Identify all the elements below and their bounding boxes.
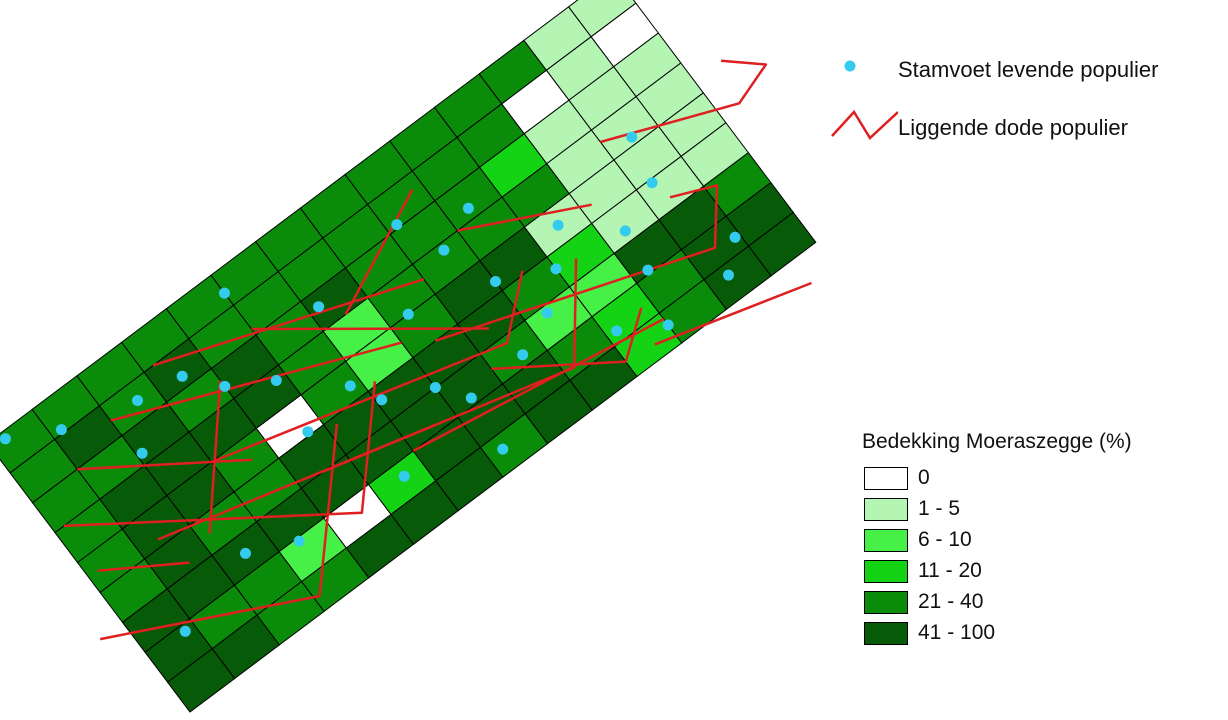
- living-poplar-point: [270, 375, 282, 386]
- living-poplar-point: [462, 202, 474, 214]
- symbol-legend: Stamvoet levende populier Liggende dode …: [828, 50, 1228, 160]
- living-poplar-point: [179, 625, 191, 637]
- dead-poplar-trunk: [251, 327, 490, 331]
- dead-poplar-trunk: [457, 203, 592, 232]
- living-poplar-point: [541, 307, 553, 319]
- living-poplar-point: [723, 269, 734, 281]
- cover-grid: [0, 0, 817, 713]
- cover-swatch: [864, 559, 908, 583]
- cover-class-4: 21 - 40: [864, 590, 983, 614]
- cover-class-3: 11 - 20: [864, 559, 982, 583]
- dead-poplar-trunk: [491, 307, 643, 371]
- cover-class-label: 21 - 40: [918, 590, 984, 613]
- dead-poplar-trunk: [97, 561, 190, 572]
- living-poplar-point: [219, 287, 230, 299]
- living-poplar-point: [402, 308, 414, 320]
- dead-poplar-trunk: [110, 341, 403, 422]
- dead-poplar-trunk: [63, 381, 377, 528]
- living-poplar-point: [552, 219, 564, 231]
- living-poplar-point: [438, 244, 450, 256]
- living-poplar-point: [611, 325, 623, 337]
- dead-poplar-trunk: [600, 59, 768, 144]
- cover-class-label: 1 - 5: [918, 497, 961, 520]
- grid-cell: [567, 0, 637, 38]
- living-poplar-point: [729, 231, 741, 243]
- living-poplar-point: [240, 547, 251, 559]
- dead-poplar-trunk: [208, 380, 222, 534]
- dead-poplar-trunk: [99, 423, 339, 641]
- living-poplar-point: [490, 276, 501, 287]
- cover-swatch: [864, 466, 908, 490]
- living-poplar-point: [619, 225, 631, 237]
- living-poplar-point: [497, 443, 509, 455]
- living-poplar-point: [465, 392, 477, 404]
- dead-poplar-trunk: [412, 317, 665, 453]
- living-poplar-point: [219, 380, 231, 392]
- cover-class-2: 6 - 10: [864, 528, 972, 552]
- cover-swatch: [864, 621, 908, 645]
- dead-poplar-trunk: [344, 188, 414, 316]
- dead-poplar-trunk: [654, 281, 812, 346]
- cover-class-label: 0: [918, 466, 930, 489]
- living-poplar-layer: [0, 131, 741, 637]
- living-poplar-label: Stamvoet levende populier: [898, 57, 1159, 82]
- cover-class-label: 6 - 10: [918, 528, 972, 551]
- living-poplar-point: [662, 319, 674, 331]
- cover-swatch: [864, 497, 908, 521]
- cover-legend: Bedekking Moeraszegge (%) 0 1 - 5 6 - 10…: [862, 430, 1222, 690]
- living-poplar-point: [293, 535, 305, 547]
- cover-swatch: [864, 528, 908, 552]
- cover-class-0: 0: [864, 466, 930, 490]
- dead-poplar-trunk: [152, 278, 425, 367]
- living-poplar-point: [0, 433, 11, 445]
- living-poplar-point: [398, 470, 410, 482]
- living-poplar-point: [136, 447, 148, 459]
- cover-class-1: 1 - 5: [864, 497, 960, 521]
- dead-poplar-label: Liggende dode populier: [898, 115, 1128, 140]
- cover-class-5: 41 - 100: [864, 621, 995, 645]
- dead-poplar-trunk: [434, 184, 719, 342]
- living-poplar-point: [376, 394, 388, 406]
- legend-row-living-poplar: Stamvoet levende populier: [828, 50, 1159, 90]
- dead-poplar-trunk: [77, 458, 252, 471]
- living-poplar-point: [55, 424, 67, 436]
- living-poplar-point: [302, 426, 314, 438]
- living-poplar-point: [642, 264, 654, 276]
- living-poplar-point: [344, 380, 356, 392]
- dead-poplar-layer: [63, 59, 812, 641]
- living-poplar-point: [646, 177, 658, 189]
- dead-poplar-symbol-icon: [828, 108, 899, 148]
- living-poplar-point: [517, 349, 529, 361]
- living-poplar-symbol-icon: [828, 50, 898, 90]
- cover-legend-title: Bedekking Moeraszegge (%): [862, 430, 1132, 453]
- living-poplar-point: [176, 370, 188, 382]
- living-poplar-point: [626, 131, 638, 143]
- living-poplar-point: [132, 395, 143, 406]
- living-poplar-point: [429, 382, 441, 393]
- dead-poplar-trunk: [211, 270, 524, 464]
- living-poplar-point: [550, 263, 562, 275]
- cover-class-label: 11 - 20: [918, 559, 982, 582]
- living-poplar-point: [313, 301, 325, 313]
- living-poplar-point: [391, 219, 403, 231]
- cover-class-label: 41 - 100: [918, 621, 996, 644]
- legend-row-dead-poplar: Liggende dode populier: [828, 108, 1128, 148]
- cover-swatch: [864, 590, 908, 614]
